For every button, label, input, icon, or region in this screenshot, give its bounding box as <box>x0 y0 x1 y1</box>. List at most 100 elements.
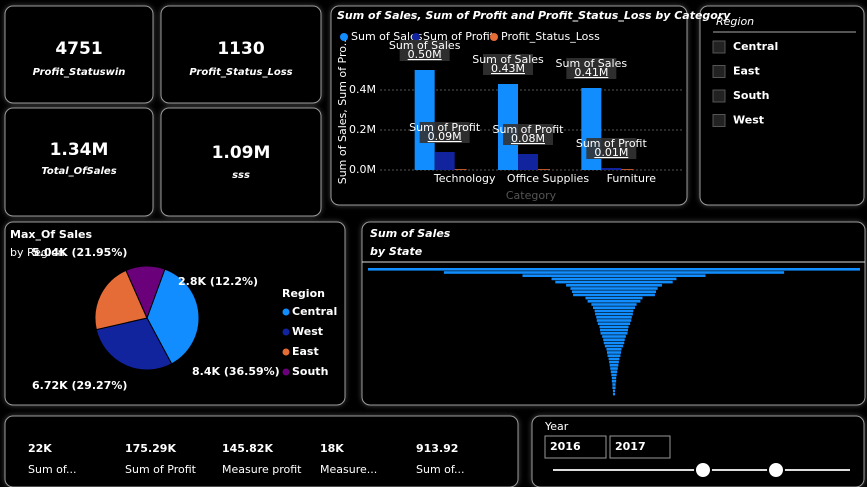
slider-handle[interactable] <box>767 461 785 479</box>
data-label-name: Sum of Profit <box>409 121 481 134</box>
pie-slice <box>146 268 200 365</box>
bar <box>611 376 617 380</box>
card-value: 18K <box>320 442 344 455</box>
bar <box>612 383 616 386</box>
bar <box>609 360 619 364</box>
card-value: 1130 <box>217 39 264 59</box>
legend-marker <box>282 368 290 376</box>
chart-title: Sum of Sales <box>370 227 451 240</box>
bar <box>414 70 435 170</box>
bar <box>612 389 616 393</box>
data-label-box <box>566 58 617 79</box>
data-label: 0.50M <box>408 48 442 61</box>
chart-title: Sum of Sales, Sum of Profit and Profit_S… <box>337 9 731 22</box>
legend-label: East <box>292 345 319 358</box>
slicer-item: West <box>733 114 764 127</box>
data-label-name: Sum of Profit <box>493 123 565 136</box>
card-label: Sum of Profit <box>125 463 197 476</box>
bar <box>573 293 655 297</box>
card-label: Sum of... <box>28 463 76 476</box>
card-label: Total_OfSales <box>41 166 116 177</box>
pie-slice <box>125 265 166 320</box>
bar <box>434 152 455 170</box>
legend-label: Sum of Profit <box>423 30 495 43</box>
card-label: Measure profit <box>222 463 302 476</box>
bottom-cards-panel <box>4 415 519 487</box>
card-label: Profit_Statuswin <box>33 67 126 78</box>
year-input[interactable] <box>544 435 607 459</box>
data-label: 0.01M <box>594 146 628 159</box>
bar <box>607 351 621 354</box>
bar <box>610 367 618 370</box>
bar <box>603 338 625 341</box>
bar <box>599 325 629 329</box>
chart-subtitle: by State <box>370 245 423 258</box>
bar <box>603 341 625 345</box>
card <box>160 107 322 217</box>
bar <box>538 169 550 170</box>
bar <box>566 284 662 287</box>
legend-marker <box>282 348 290 356</box>
data-label: 6.72K (29.27%) <box>32 379 127 392</box>
data-label-name: Sum of Sales <box>472 53 544 66</box>
bar <box>609 364 619 367</box>
bar <box>600 328 628 332</box>
y-tick-label: 0.2M <box>349 123 376 136</box>
year-input[interactable] <box>609 435 671 459</box>
legend-marker <box>490 33 498 41</box>
data-label-box <box>503 124 553 145</box>
bar <box>596 319 632 322</box>
bar <box>611 380 617 383</box>
bar <box>551 277 677 281</box>
slicer-title: Region <box>716 15 754 28</box>
x-axis-title: Category <box>506 189 557 202</box>
bar <box>368 268 860 271</box>
bar <box>591 303 637 306</box>
card-value: 1.34M <box>50 140 109 160</box>
bar <box>608 357 620 361</box>
bar <box>570 287 658 290</box>
checkbox[interactable] <box>712 114 726 127</box>
data-label: 0.09M <box>428 130 462 143</box>
data-label-name: Sum of Sales <box>389 39 461 52</box>
data-label-box <box>399 40 450 61</box>
bar <box>597 322 631 325</box>
bar <box>607 354 621 357</box>
chart-title: Max_Of Sales <box>10 228 93 241</box>
legend-marker <box>340 33 348 41</box>
legend-label: Central <box>292 305 337 318</box>
bar <box>596 316 632 319</box>
data-label-box <box>483 54 533 75</box>
bar <box>595 312 633 316</box>
year-from: 2016 <box>550 440 581 453</box>
year-to: 2017 <box>615 440 646 453</box>
bar <box>585 296 643 300</box>
bar <box>600 332 628 335</box>
bar <box>594 309 634 313</box>
slicer-item: East <box>733 65 760 78</box>
checkbox[interactable] <box>712 89 726 103</box>
x-tick-label: Technology <box>433 172 496 185</box>
card-label: sss <box>232 170 250 181</box>
card-label: Sum of... <box>416 463 464 476</box>
card-value: 175.29K <box>125 442 176 455</box>
data-label-name: Sum of Profit <box>576 137 648 150</box>
card-value: 1.09M <box>212 143 271 163</box>
legend-marker <box>282 328 290 336</box>
legend-label: Profit_Status_Loss <box>501 30 600 43</box>
bar <box>593 306 635 309</box>
bar <box>612 386 616 389</box>
bar <box>601 168 622 170</box>
bar <box>621 169 634 170</box>
chart-subtitle: by Region <box>10 246 65 259</box>
card-value: 4751 <box>55 39 102 59</box>
bar <box>611 373 617 377</box>
bar <box>612 392 616 396</box>
legend-label: West <box>292 325 323 338</box>
data-label: 0.08M <box>511 132 545 145</box>
slider-handle[interactable] <box>694 461 712 479</box>
checkbox[interactable] <box>712 40 726 54</box>
checkbox[interactable] <box>712 65 726 78</box>
bar <box>555 280 673 284</box>
